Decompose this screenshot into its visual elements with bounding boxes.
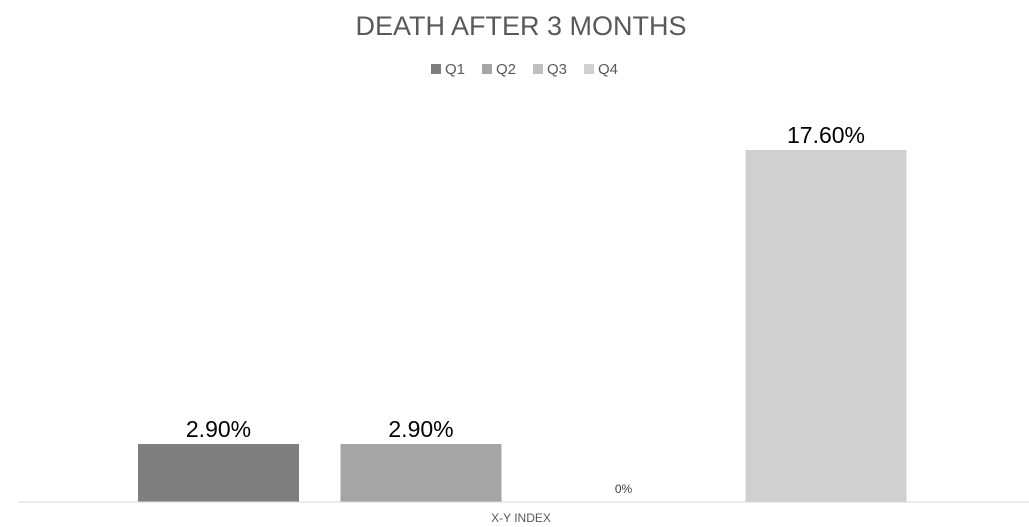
legend-swatch [533,64,543,74]
legend-item-q1: Q1 [431,61,465,78]
legend-label: Q1 [445,61,465,78]
data-label-q1: 2.90% [186,416,251,442]
bar-q4 [745,150,907,502]
legend-swatch [584,64,594,74]
bar-q1 [138,444,299,502]
data-label-q2: 2.90% [388,416,453,442]
legend-item-q3: Q3 [533,61,567,78]
legend-swatch [482,64,492,74]
data-labels: 2.90% 2.90% 0% 17.60% [186,122,865,496]
legend-label: Q3 [547,61,567,78]
data-label-q3: 0% [615,482,633,496]
legend: Q1 Q2 Q3 Q4 [431,61,618,78]
legend-swatch [431,64,441,74]
legend-item-q2: Q2 [482,61,516,78]
data-label-q4: 17.60% [787,122,865,148]
chart-title: DEATH AFTER 3 MONTHS [355,11,686,41]
legend-label: Q2 [496,61,516,78]
legend-item-q4: Q4 [584,61,618,78]
legend-label: Q4 [598,61,618,78]
x-axis-label: X-Y INDEX [491,511,551,525]
bars [138,150,907,502]
bar-q2 [340,444,502,502]
